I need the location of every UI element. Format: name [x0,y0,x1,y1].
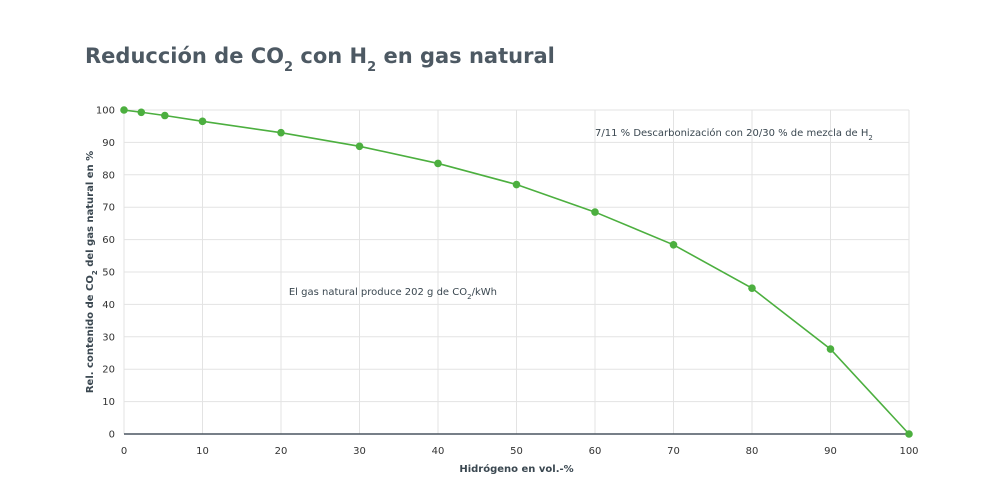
data-point [591,208,599,216]
y-tick-label: 90 [102,138,115,149]
data-point [826,345,835,353]
y-axis-label: Rel. contenido de CO2 del gas natural en… [85,151,99,393]
data-point [277,128,285,137]
data-point [137,108,146,117]
x-tick-label: 10 [196,446,209,457]
data-point [120,106,128,114]
data-point [512,180,521,189]
x-tick-label: 0 [121,446,127,457]
series-layer [120,106,913,438]
x-tick-label: 60 [589,446,602,457]
grid [123,109,910,434]
y-tick-label: 20 [102,365,115,376]
y-tick-label: 40 [102,300,115,311]
x-tick-label: 20 [275,446,288,457]
x-tick-label: 70 [667,446,680,457]
x-tick-label: 50 [510,446,523,457]
data-point [748,284,756,293]
annotation-layer: 7/11 % Descarbonización con 20/30 % de m… [289,127,873,301]
x-tick-label: 90 [824,446,837,457]
data-point [434,159,442,168]
data-point [669,240,678,249]
data-point [198,117,207,126]
data-point [161,111,169,120]
x-axis: 0 10 20 30 40 50 60 70 80 90 100 [121,433,919,457]
y-tick-label: 30 [102,332,115,343]
y-tick-label: 50 [102,268,115,279]
y-tick-label: 0 [109,430,115,441]
y-axis: 0 10 20 30 40 50 60 70 80 90 100 [96,106,115,441]
annotation-emission: El gas natural produce 202 g de CO2/kWh [289,287,497,301]
y-tick-label: 100 [96,106,115,117]
annotation-decarb: 7/11 % Descarbonización con 20/30 % de m… [595,127,873,142]
y-tick-label: 10 [102,397,115,408]
data-point [355,142,364,151]
y-tick-label: 60 [102,235,115,246]
x-tick-label: 40 [432,446,445,457]
data-point [905,430,913,438]
x-tick-label: 100 [899,446,918,457]
x-axis-label: Hidrógeno en vol.-% [459,463,573,475]
y-tick-label: 70 [102,203,115,214]
x-tick-label: 80 [746,446,759,457]
chart-title: Reducción de CO2 con H2 en gas natural [85,44,555,75]
y-tick-label: 80 [102,170,115,181]
x-tick-label: 30 [353,446,366,457]
